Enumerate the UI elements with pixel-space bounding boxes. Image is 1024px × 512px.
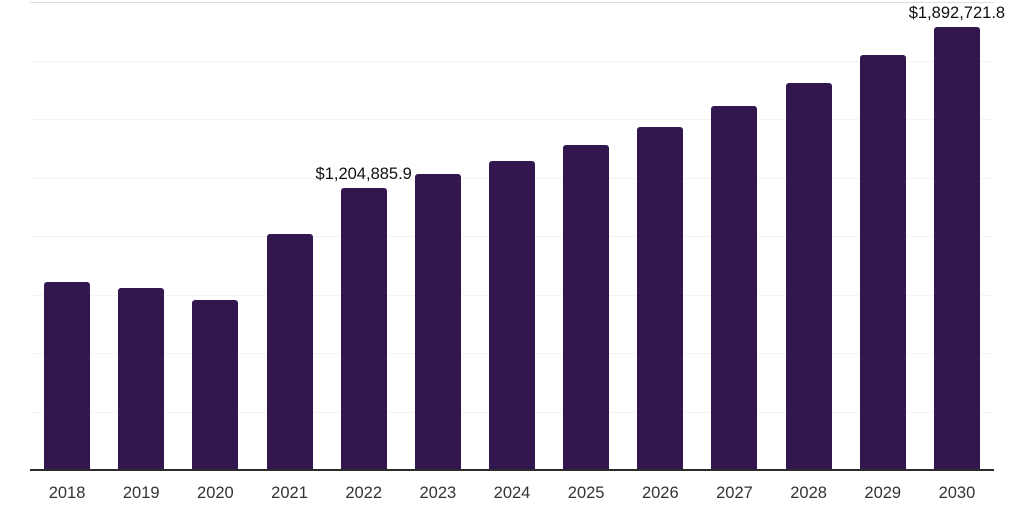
bar-2019[interactable] xyxy=(118,288,165,470)
gridline xyxy=(30,119,994,120)
bar-2030[interactable] xyxy=(933,27,980,470)
x-tick-label-2027: 2027 xyxy=(716,484,753,502)
x-axis-line xyxy=(30,469,994,471)
x-tick-label-2026: 2026 xyxy=(641,484,679,502)
x-tick-label-2022: 2022 xyxy=(345,484,383,502)
gridline xyxy=(30,60,994,62)
bar-2028[interactable] xyxy=(785,83,832,470)
x-tick-label-2025: 2025 xyxy=(567,484,605,502)
x-tick-label-2018: 2018 xyxy=(48,484,86,502)
bar-2026[interactable] xyxy=(637,127,684,470)
gridline xyxy=(30,2,994,3)
x-tick-label-2019: 2019 xyxy=(122,484,160,502)
bar-2027[interactable] xyxy=(711,106,758,470)
bar-2023[interactable] xyxy=(414,174,461,470)
bar-2020[interactable] xyxy=(192,300,239,470)
bar-2029[interactable] xyxy=(859,55,906,470)
bar-2024[interactable] xyxy=(489,161,535,470)
bar-2021[interactable] xyxy=(266,234,313,470)
value-label-2030: $1,892,721.8 xyxy=(908,3,1006,22)
x-tick-label-2024: 2024 xyxy=(493,484,531,502)
x-tick-label-2023: 2023 xyxy=(419,484,457,502)
bar-2022[interactable] xyxy=(340,188,387,470)
x-tick-label-2029: 2029 xyxy=(864,484,902,502)
value-label-2022: $1,204,885.9 xyxy=(315,164,412,183)
bar-2018[interactable] xyxy=(44,282,91,470)
x-tick-label-2021: 2021 xyxy=(271,484,308,502)
bar-2025[interactable] xyxy=(563,145,610,470)
x-tick-label-2020: 2020 xyxy=(197,484,234,502)
x-tick-label-2028: 2028 xyxy=(790,484,827,502)
x-tick-label-2030: 2030 xyxy=(938,484,976,502)
